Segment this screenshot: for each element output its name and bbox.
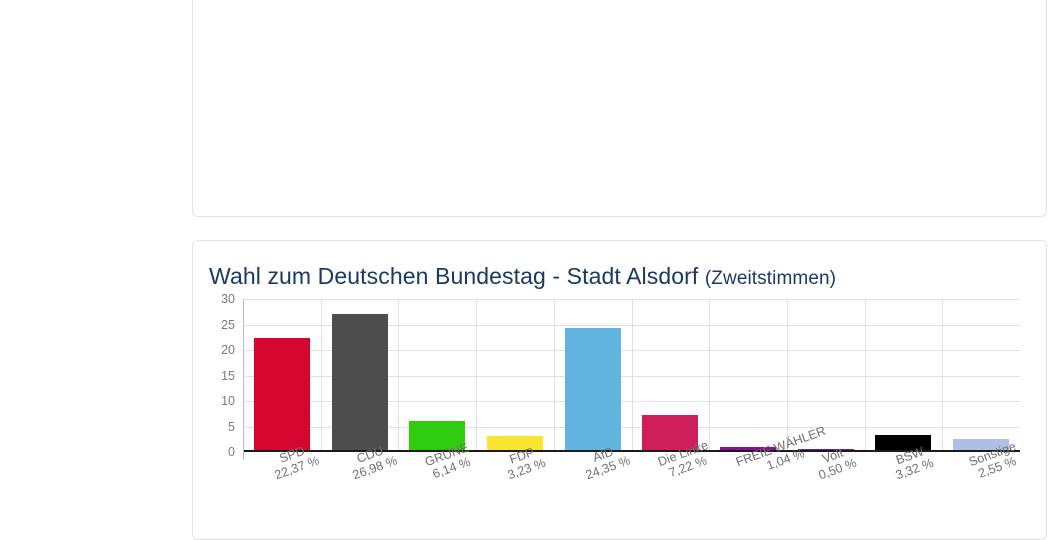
category-separator — [553, 299, 555, 452]
chart2-x-axis-line — [243, 450, 1020, 452]
y-axis-line — [243, 299, 244, 460]
y-axis-tick: 10 — [221, 394, 235, 408]
card-title-suffix: (Zweitstimmen) — [704, 268, 837, 289]
category-separator — [864, 299, 866, 452]
card-title-main: Wahl zum Deutschen Bundestag - Stadt Als… — [209, 263, 699, 289]
bar-sonstige[interactable] — [953, 439, 1010, 452]
card-partylist-results: Wahl zum Deutschen Bundestag - Stadt Als… — [192, 240, 1047, 540]
y-axis-tick: 5 — [228, 419, 235, 434]
chart2-bars — [243, 299, 1020, 452]
bar-fdp[interactable] — [486, 435, 543, 452]
chart2-plot-area — [243, 299, 1020, 460]
y-axis-tick: 25 — [221, 317, 235, 332]
bar-freie-w-hler[interactable] — [720, 446, 776, 452]
category-separator — [631, 299, 633, 452]
page-title: Wahl zum Deutschen Bundestag - Stadt Als… — [193, 241, 1046, 290]
category-separator — [398, 299, 400, 452]
category-separator — [942, 299, 944, 452]
y-axis-tick: 0 — [228, 445, 235, 459]
bar-die-linke[interactable] — [642, 415, 699, 452]
category-separator — [476, 299, 478, 452]
chart-partylist-bar: 0 5 10 15 20 25 30 SPD 22,37 % CDU 26,98 % GRÜNE 6,… — [207, 292, 1032, 483]
category-separator — [709, 299, 711, 452]
y-axis-tick: 30 — [221, 292, 235, 306]
chart2-x-labels: SPD 22,37 % CDU 26,98 % GRÜNE 6,14 % FDP 3,23 %… — [243, 424, 1020, 483]
bar-afd[interactable] — [564, 327, 621, 452]
category-separator — [786, 299, 788, 452]
bar-gr-ne[interactable] — [409, 420, 466, 452]
bar-bsw[interactable] — [875, 435, 932, 452]
bar-spd[interactable] — [253, 337, 310, 452]
y-axis-tick: 15 — [221, 368, 235, 383]
y-axis-tick: 20 — [221, 343, 235, 357]
category-separator — [320, 299, 322, 452]
chart2-y-axis: 0 5 10 15 20 25 30 — [207, 292, 241, 481]
bar-cdu[interactable] — [331, 314, 388, 452]
